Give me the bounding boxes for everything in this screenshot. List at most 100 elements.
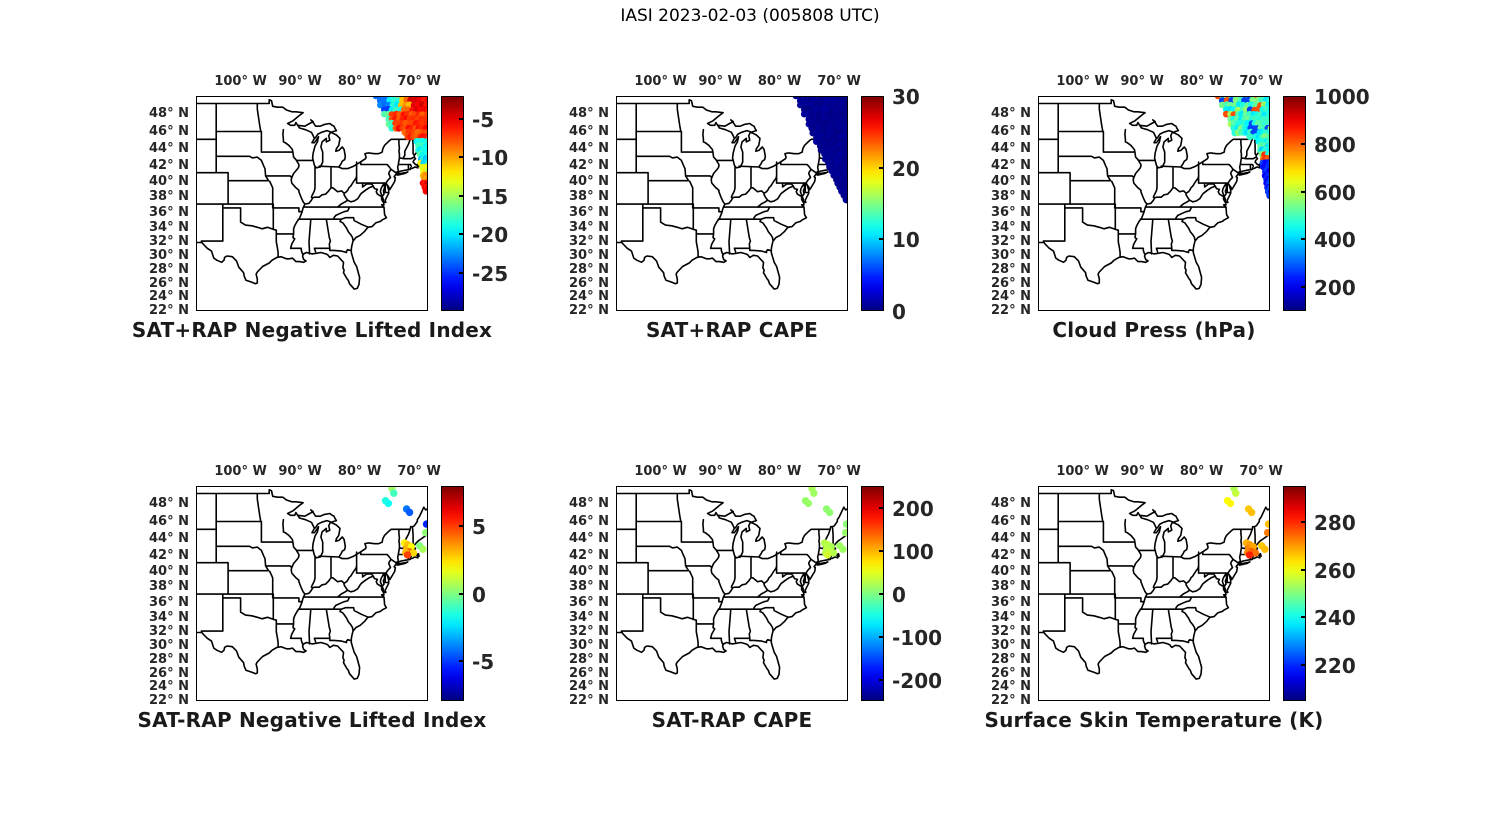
colorbar-tick — [1301, 190, 1306, 193]
lat-tick-label: 22° N — [569, 302, 609, 318]
lat-tick-label: 22° N — [569, 692, 609, 708]
lat-tick-label: 26° N — [569, 665, 609, 681]
colorbar-sat-plus-rap-nli — [441, 96, 464, 311]
colorbar-tick-label: 30 — [892, 85, 920, 109]
lon-tick-label: 70° W — [817, 74, 861, 89]
colorbar-tick-label: 200 — [892, 496, 934, 521]
lat-tick-label: 30° N — [149, 638, 189, 654]
lat-tick-label: 46° N — [991, 513, 1031, 529]
colorbar-tick — [879, 549, 884, 552]
map-frame — [616, 96, 848, 311]
map-sat-minus-rap-cape — [616, 486, 848, 701]
observation-dots-cloud-press — [1214, 96, 1270, 200]
lat-tick-label: 30° N — [569, 638, 609, 654]
map-frame — [616, 486, 848, 701]
figure-suptitle: IASI 2023-02-03 (005808 UTC) — [620, 6, 880, 26]
lon-tick-label: 90° W — [1120, 74, 1164, 89]
lat-tick-label: 32° N — [149, 234, 189, 250]
lat-tick-label: 42° N — [991, 157, 1031, 173]
lon-tick-label: 100° W — [634, 74, 687, 89]
map-sat-plus-rap-nli — [196, 96, 428, 311]
lat-tick-label: 34° N — [991, 609, 1031, 625]
colorbar-tick — [459, 525, 464, 528]
lat-tick-label: 44° N — [569, 140, 609, 156]
lat-tick-label: 24° N — [991, 679, 1031, 695]
observation-dots-sat-plus-rap-cape — [792, 96, 848, 204]
lat-tick-label: 34° N — [569, 219, 609, 235]
lon-tick-label: 80° W — [337, 74, 382, 89]
lat-tick-label: 36° N — [991, 204, 1031, 220]
colorbar-tick-label: -5 — [472, 108, 495, 133]
lon-tick-label: 80° W — [1179, 464, 1224, 479]
lon-tick-label: 80° W — [1179, 74, 1224, 89]
lat-tick-label: 26° N — [991, 275, 1031, 291]
lat-tick-label: 28° N — [991, 262, 1031, 278]
lat-tick-label: 40° N — [991, 563, 1031, 579]
lat-tick-label: 24° N — [569, 679, 609, 695]
lat-tick-label: 28° N — [569, 652, 609, 668]
lon-tick-label: 70° W — [1239, 74, 1283, 89]
colorbar-tick — [879, 238, 884, 241]
colorbar-tick-label: 100 — [892, 539, 934, 564]
state-boundaries — [196, 99, 428, 290]
colorbar-tick — [1301, 616, 1306, 619]
colorbar-tick-label: -20 — [472, 223, 509, 248]
lat-tick-label: 22° N — [991, 692, 1031, 708]
lon-tick-label: 70° W — [397, 74, 441, 89]
lat-tick-label: 36° N — [569, 204, 609, 220]
lon-tick-label: 80° W — [757, 464, 802, 479]
lat-tick-label: 28° N — [991, 652, 1031, 668]
lat-tick-label: 48° N — [149, 105, 189, 121]
lat-tick-label: 46° N — [569, 513, 609, 529]
map-frame — [196, 486, 428, 701]
colorbar-tick-label: -25 — [472, 261, 509, 286]
panel-title-sat-plus-rap-cape: SAT+RAP CAPE — [645, 318, 819, 342]
panel-title-cloud-press: Cloud Press (hPa) — [1052, 318, 1256, 342]
lat-tick-label: 26° N — [991, 665, 1031, 681]
lat-tick-label: 26° N — [149, 275, 189, 291]
lat-tick-label: 48° N — [991, 105, 1031, 121]
lon-tick-label: 90° W — [278, 464, 322, 479]
lat-tick-label: 32° N — [149, 624, 189, 640]
lon-tick-label: 70° W — [397, 464, 441, 479]
map-cloud-press — [1038, 96, 1270, 311]
lat-tick-label: 44° N — [149, 140, 189, 156]
lat-tick-label: 40° N — [569, 173, 609, 189]
lon-tick-label: 80° W — [757, 74, 802, 89]
map-sat-minus-rap-nli — [196, 486, 428, 701]
colorbar-tick-label: -200 — [892, 668, 943, 693]
colorbar-tick-label: 220 — [1314, 654, 1356, 679]
map-frame — [1038, 96, 1270, 311]
lat-tick-label: 46° N — [569, 123, 609, 139]
lat-tick-label: 38° N — [149, 579, 189, 595]
lat-tick-label: 22° N — [991, 302, 1031, 318]
colorbar-tick — [879, 592, 884, 595]
lat-tick-label: 40° N — [569, 563, 609, 579]
colorbar-tick-label: 240 — [1314, 606, 1356, 631]
state-boundaries — [1038, 99, 1270, 290]
panel-title-sat-plus-rap-nli: SAT+RAP Negative Lifted Index — [131, 318, 493, 342]
lat-tick-label: 32° N — [569, 624, 609, 640]
lon-tick-label: 100° W — [1056, 464, 1109, 479]
lat-tick-label: 48° N — [149, 495, 189, 511]
colorbar-tick-label: 280 — [1314, 510, 1356, 535]
lon-tick-label: 90° W — [1120, 464, 1164, 479]
colorbar-tick-label: 5 — [472, 515, 486, 540]
colorbar-tick — [879, 506, 884, 509]
map-frame — [196, 96, 428, 311]
colorbar-tick — [879, 635, 884, 638]
colorbar-tick-label: 800 — [1314, 132, 1356, 157]
lat-tick-label: 44° N — [991, 530, 1031, 546]
lat-tick-label: 26° N — [149, 665, 189, 681]
colorbar-tick-label: 260 — [1314, 558, 1356, 583]
lat-tick-label: 46° N — [149, 513, 189, 529]
lat-tick-label: 40° N — [991, 173, 1031, 189]
colorbar-tick — [459, 233, 464, 236]
lon-tick-label: 90° W — [698, 74, 742, 89]
colorbar-tick-label: 400 — [1314, 228, 1356, 253]
colorbar-tick — [459, 271, 464, 274]
lon-tick-label: 70° W — [1239, 464, 1283, 479]
lat-tick-label: 28° N — [149, 262, 189, 278]
lat-tick-label: 34° N — [569, 609, 609, 625]
colorbar-tick — [1301, 142, 1306, 145]
